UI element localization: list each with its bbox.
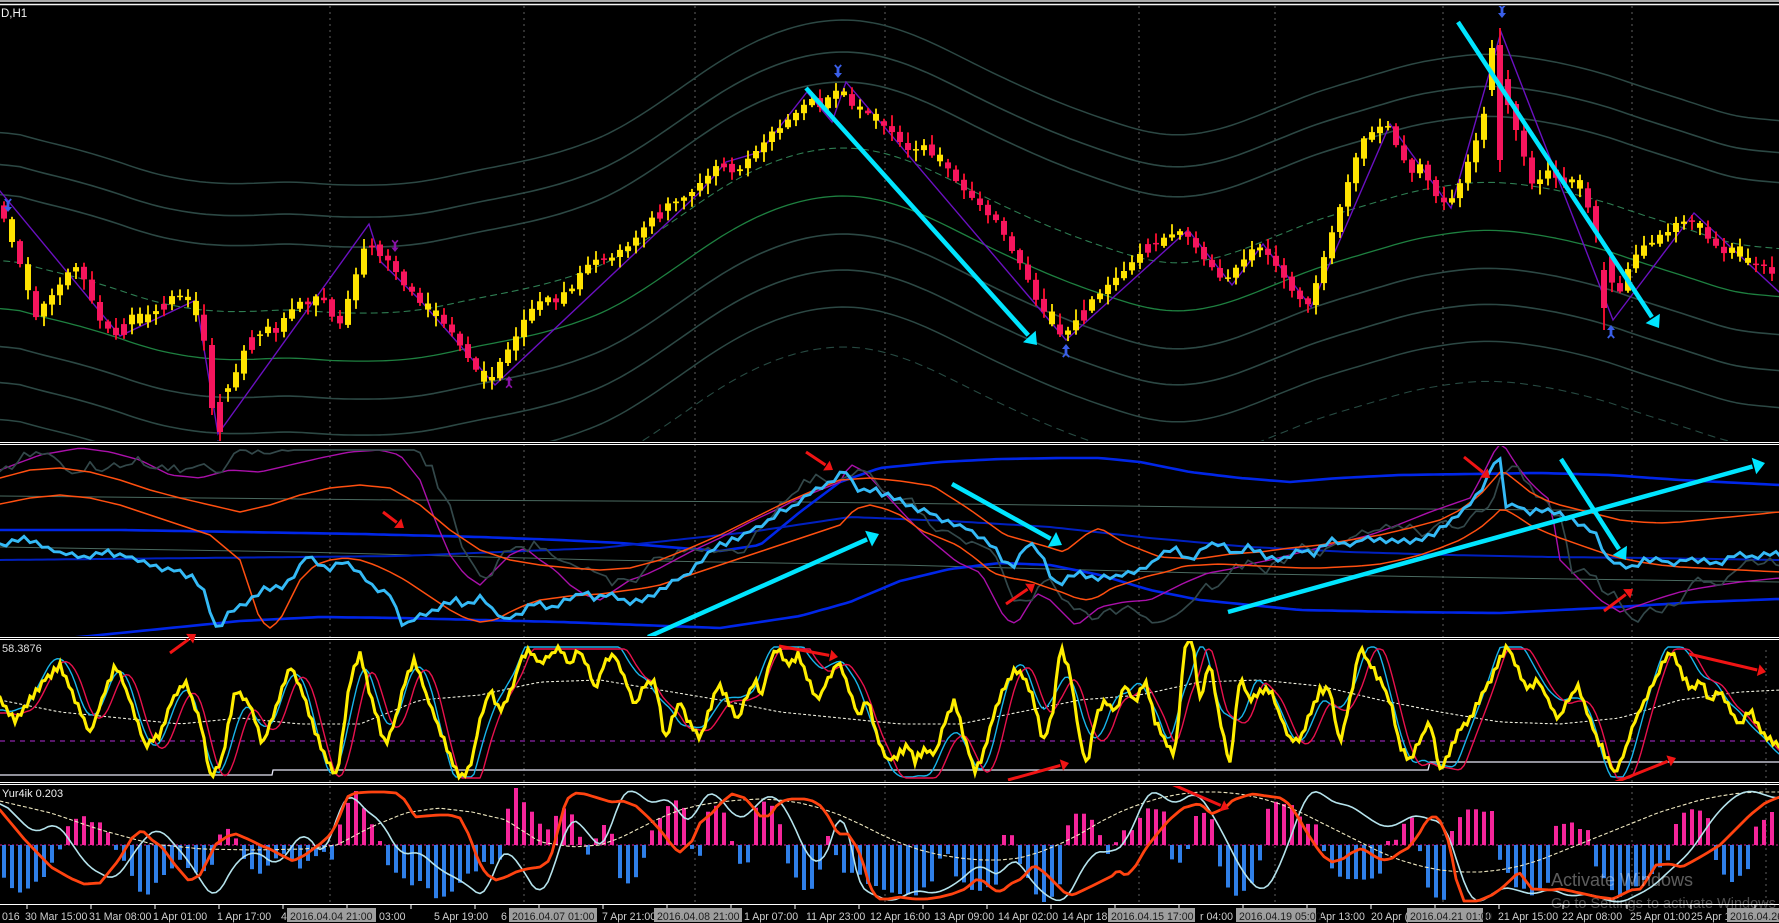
svg-text:Go to Settings to activate Win: Go to Settings to activate Windows xyxy=(1551,896,1776,912)
svg-text:016: 016 xyxy=(2,911,20,923)
svg-text:1 Apr 01:00: 1 Apr 01:00 xyxy=(153,911,207,923)
svg-text:0: 0 xyxy=(1485,911,1491,923)
svg-text:Apr 13:00: Apr 13:00 xyxy=(1319,911,1365,923)
svg-text:14 Apr 18:0: 14 Apr 18:0 xyxy=(1062,911,1116,923)
svg-text:13 Apr 09:00: 13 Apr 09:00 xyxy=(934,911,994,923)
svg-text:30 Mar 15:00: 30 Mar 15:00 xyxy=(25,911,88,923)
svg-text:2016.04.04 21:00: 2016.04.04 21:00 xyxy=(290,911,373,923)
svg-text:22 Apr 08:00: 22 Apr 08:00 xyxy=(1562,911,1622,923)
svg-text:11 Apr 23:00: 11 Apr 23:00 xyxy=(806,911,865,923)
svg-text:2016.04.21 01:00: 2016.04.21 01:00 xyxy=(1410,911,1493,923)
svg-text:r 04:00: r 04:00 xyxy=(1200,911,1233,923)
svg-text:2016.04.08 21:00: 2016.04.08 21:00 xyxy=(657,911,740,923)
svg-text:21 Apr 15:00: 21 Apr 15:00 xyxy=(1498,911,1558,923)
svg-text:14 Apr 02:00: 14 Apr 02:00 xyxy=(998,911,1058,923)
svg-text:Yur4ik 0.203: Yur4ik 0.203 xyxy=(2,788,63,800)
svg-text:D,H1: D,H1 xyxy=(1,8,27,20)
svg-text:6: 6 xyxy=(501,911,507,923)
svg-text:2016.04.19 05:00: 2016.04.19 05:00 xyxy=(1239,911,1322,923)
svg-text:31 Mar 08:00: 31 Mar 08:00 xyxy=(89,911,152,923)
svg-text:5 Apr 19:00: 5 Apr 19:00 xyxy=(434,911,488,923)
svg-text:1 Apr 07:00: 1 Apr 07:00 xyxy=(744,911,798,923)
svg-text:Activate Windows: Activate Windows xyxy=(1551,870,1693,890)
svg-text:20 Apr (: 20 Apr ( xyxy=(1371,911,1409,923)
svg-text:03:00: 03:00 xyxy=(379,911,406,923)
svg-text:25 Apr 01:00: 25 Apr 01:00 xyxy=(1630,911,1690,923)
svg-text:1 Apr 17:00: 1 Apr 17:00 xyxy=(217,911,271,923)
svg-text:25 Apr 1: 25 Apr 1 xyxy=(1691,911,1731,923)
svg-text:2016.04.15 17:00: 2016.04.15 17:00 xyxy=(1111,911,1194,923)
svg-text:12 Apr 16:00: 12 Apr 16:00 xyxy=(870,911,930,923)
svg-text:7 Apr 21:00: 7 Apr 21:00 xyxy=(602,911,656,923)
svg-text:2016.04.07 01:00: 2016.04.07 01:00 xyxy=(512,911,595,923)
svg-text:2016.04.26: 2016.04.26 xyxy=(1730,911,1779,923)
svg-text:4: 4 xyxy=(281,911,287,923)
svg-text:58.3876: 58.3876 xyxy=(2,643,42,655)
